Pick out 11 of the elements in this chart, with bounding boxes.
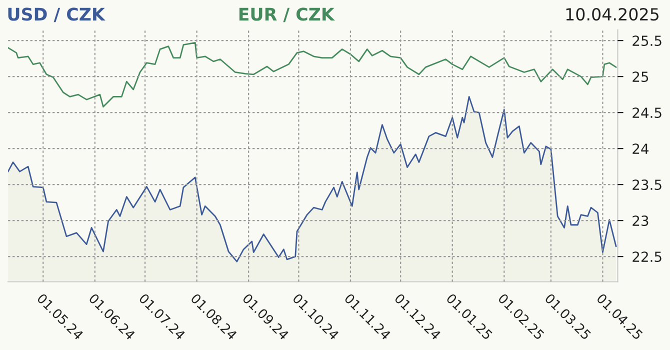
y-tick-label: 24: [632, 144, 649, 154]
y-tick-label: 25: [632, 72, 648, 82]
y-tick-label: 24.5: [632, 108, 662, 118]
line-series: [8, 42, 617, 108]
y-tick-label: 22.5: [632, 252, 662, 262]
y-tick-label: 23: [632, 216, 648, 226]
y-tick-label: 25.5: [632, 36, 662, 46]
series-label: EUR / CZK: [239, 8, 335, 22]
y-tick-label: 23.5: [632, 180, 662, 190]
text: USD / CZK: [8, 8, 106, 22]
text: 10.04.2025: [566, 8, 658, 21]
